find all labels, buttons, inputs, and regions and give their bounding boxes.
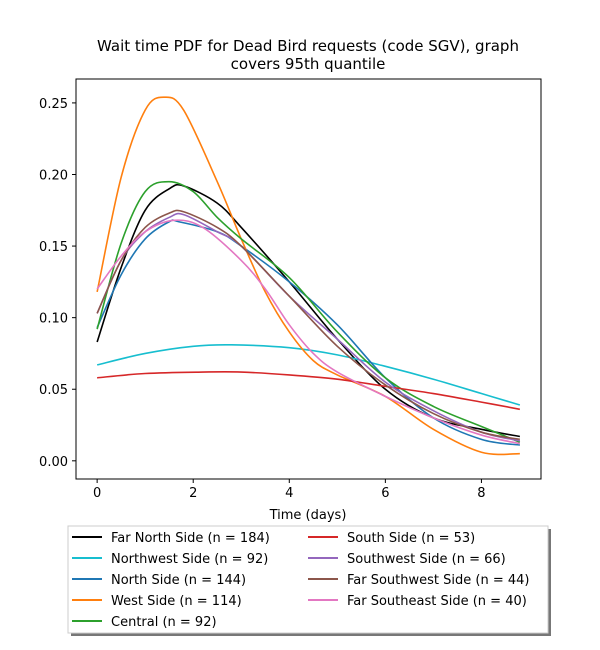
x-tick-label: 2 — [189, 486, 197, 501]
x-axis-label: Time (days) — [269, 508, 347, 523]
x-tick-label: 8 — [477, 486, 485, 501]
legend-label: Far Southwest Side (n = 44) — [347, 573, 529, 588]
series-line-5 — [97, 370, 521, 411]
plot-area — [76, 79, 541, 479]
series-line-7 — [96, 209, 521, 441]
y-tick-label: 0.15 — [39, 240, 68, 255]
x-axis: 0 2 4 6 8 — [93, 479, 486, 501]
legend-label: Far North Side (n = 184) — [111, 531, 270, 546]
series-line-1 — [96, 343, 521, 406]
plot-frame — [75, 78, 542, 480]
legend-label: Northwest Side (n = 92) — [111, 552, 268, 567]
chart-title-line1: Wait time PDF for Dead Bird requests (co… — [97, 37, 519, 55]
series-lines — [96, 96, 521, 456]
legend-label: North Side (n = 144) — [111, 573, 246, 588]
series-line-8 — [96, 219, 521, 445]
y-tick-label: 0.20 — [39, 168, 68, 183]
legend-label: South Side (n = 53) — [347, 531, 475, 546]
y-axis: 0.00 0.05 0.10 0.15 0.20 0.25 — [39, 97, 76, 470]
x-tick-label: 6 — [381, 486, 389, 501]
y-tick-label: 0.10 — [39, 312, 68, 327]
chart-title-line2: covers 95th quantile — [231, 55, 386, 73]
y-tick-label: 0.05 — [39, 383, 68, 398]
series-line-4 — [96, 180, 521, 443]
legend-label: Far Southeast Side (n = 40) — [347, 594, 527, 609]
legend-label: West Side (n = 114) — [111, 594, 242, 609]
legend: Far North Side (n = 184) Northwest Side (… — [67, 525, 551, 636]
y-tick-label: 0.25 — [39, 97, 68, 112]
legend-label: Central (n = 92) — [111, 615, 217, 630]
x-tick-label: 4 — [285, 486, 293, 501]
legend-label: Southwest Side (n = 66) — [347, 552, 506, 567]
y-tick-label: 0.00 — [39, 455, 68, 470]
x-tick-label: 0 — [93, 486, 101, 501]
